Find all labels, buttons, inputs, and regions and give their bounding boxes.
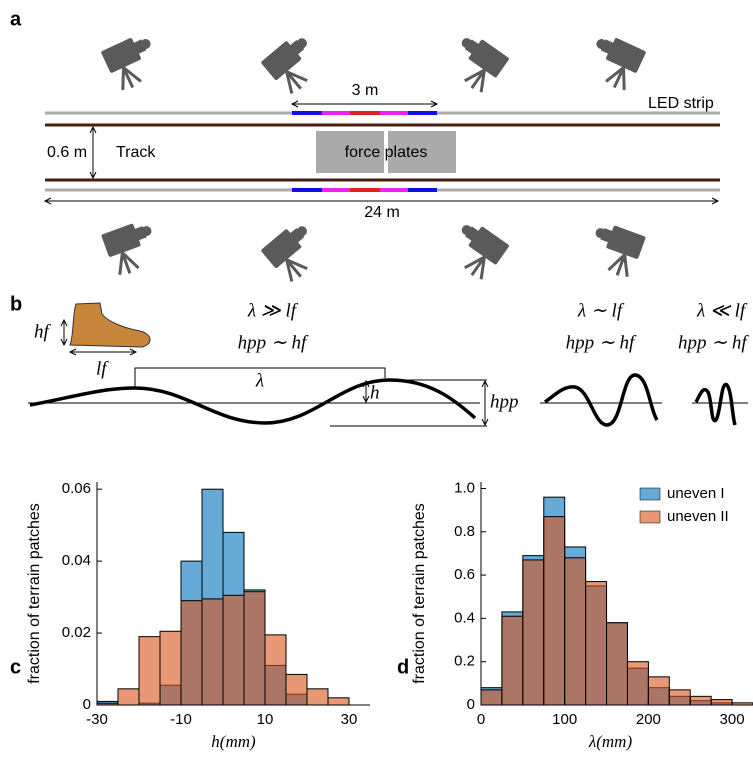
x-tick-label: 300 [720,711,745,728]
terrain-wave [694,382,737,426]
histogram-bar [501,615,524,706]
case-wavelength: λ ≫ lf [247,300,299,321]
dimension-label: 24 m [364,204,400,221]
case-height: hpp ∼ hf [238,332,309,353]
histogram-bar [668,689,691,706]
charts: 0 0.02 0.04 0.06 -30 -10 10 30 h(mm) fraction of … [10,479,753,751]
histogram-bar [159,630,182,706]
y-tick-label: 0.04 [62,552,91,569]
histogram-bar [689,695,712,706]
x-axis-label: h(mm) [211,732,256,751]
histogram-bar [606,622,628,706]
legend-swatch [639,487,661,501]
amplitude-label: h [370,382,380,403]
y-tick-label: 0.06 [62,480,91,497]
legend-swatch [639,510,661,524]
track-label: Track [116,144,156,161]
histogram-bar [710,699,733,706]
histogram-bar [201,598,224,706]
histogram-bar [264,634,287,706]
x-tick-label: 30 [341,711,358,728]
histogram-bar [117,688,140,706]
panel-label: b [10,293,22,315]
y-tick-label: 0 [83,696,91,713]
y-tick-label: 0.4 [454,609,475,626]
histogram-bar [543,516,566,706]
case-height: hpp ∼ hf [566,332,637,353]
dimension-label: 3 m [352,82,379,99]
plates-label: force plates [345,144,428,161]
led-label: LED strip [648,95,714,112]
x-tick-label: -30 [86,711,108,728]
histogram-bar [306,688,329,706]
histogram-bar [626,661,649,706]
y-axis-label: fraction of terrain patches [411,503,428,684]
peak-label: hpp [490,391,519,412]
histogram-bar [180,600,203,706]
y-tick-label: 0.6 [454,566,475,583]
x-tick-label: -10 [170,711,192,728]
y-tick-label: 0.8 [454,523,475,540]
y-tick-label: 0.02 [62,624,91,641]
histogram-bar [480,689,503,706]
y-tick-label: 1.0 [454,479,475,496]
dimension-label: 0.6 m [47,144,87,161]
y-tick-label: 0 [467,696,475,713]
wavelength-label: λ [255,370,264,391]
track [43,100,720,205]
terrain-wave [29,378,477,425]
x-tick-label: 10 [257,711,274,728]
legend-label: uneven II [667,508,729,525]
histogram-bar [138,636,161,706]
foot [69,302,151,348]
foot-length: lf [96,358,109,379]
legend-label: uneven I [667,485,725,502]
histogram-bar [564,557,587,706]
histogram-bar [285,673,308,706]
y-tick-label: 0.2 [454,653,475,670]
histogram-bar [243,591,266,706]
histogram-bar [222,594,245,706]
histogram-bar [522,559,545,706]
foot-height: hf [34,321,52,342]
x-tick-label: 100 [552,711,577,728]
histogram-bar [647,676,670,706]
case-wavelength: λ ∼ lf [577,300,625,321]
panel-label: a [10,8,22,30]
y-axis-label: fraction of terrain patches [26,503,43,684]
x-tick-label: 200 [636,711,661,728]
case-height: hpp ∼ hf [678,332,749,353]
panel-label: c [10,656,21,678]
case-wavelength: λ ≪ lf [696,300,748,321]
x-axis-label: λ(mm) [588,732,633,751]
panel-label: d [397,656,409,678]
histogram-bar [585,581,608,706]
histogram-bar [327,697,350,706]
x-tick-label: 0 [477,711,485,728]
led-strips [45,111,720,192]
terrain-wave [543,373,659,427]
